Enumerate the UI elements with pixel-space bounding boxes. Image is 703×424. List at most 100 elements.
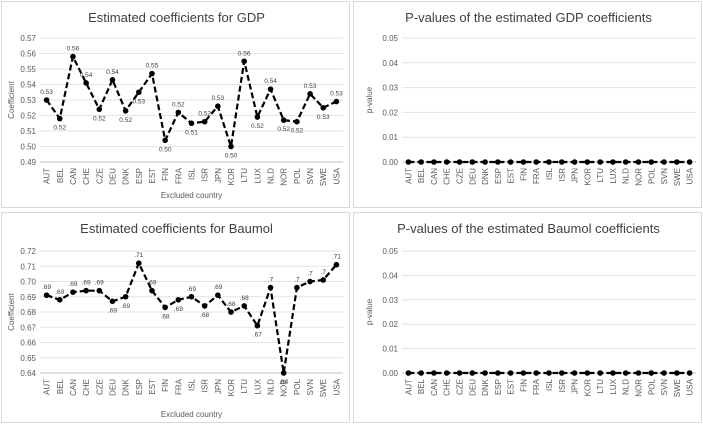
chart1-x-tick-label: JPN [571, 168, 580, 183]
chart1-x-tick-label: CHE [443, 168, 452, 185]
chart2-data-point [70, 289, 76, 295]
chart2-data-point [333, 261, 340, 268]
chart2-data-label: .69 [95, 280, 104, 287]
chart2-data-point [320, 277, 327, 283]
chart0-x-tick-label: USA [332, 167, 341, 184]
chart0-data-label: 0.50 [225, 153, 238, 160]
chart3-x-tick-label: NLD [622, 379, 631, 395]
chart0-x-tick-label: NLD [267, 168, 276, 184]
chart3-data-point [533, 370, 540, 376]
chart3-x-tick-label: FIN [519, 379, 528, 392]
chart3-x-tick-label: USA [686, 378, 695, 395]
chart0-x-tick-label: SVN [306, 168, 315, 185]
chart0-data-point [215, 103, 221, 109]
chart0-data-point [70, 53, 76, 60]
chart0-data-point [83, 80, 89, 86]
chart3-x-tick-label: BEL [417, 378, 426, 394]
chart3-data-point [507, 370, 514, 376]
chart2-x-tick-label: SVN [306, 379, 315, 396]
chart0-x-tick-label: EST [148, 168, 157, 184]
chart0-data-point [162, 137, 168, 144]
chart2-x-tick-label: USA [332, 378, 341, 395]
chart2-data-point [228, 309, 234, 315]
chart0-y-tick-label: 0.55 [20, 65, 36, 74]
chart2-data-point [267, 284, 274, 291]
chart3-data-point [661, 370, 667, 376]
chart1-y-tick-label: 0.00 [382, 158, 398, 167]
chart0-x-axis-label: Excluded country [161, 191, 222, 200]
chart3-x-tick-label: DNK [481, 378, 490, 396]
chart1-data-point [533, 159, 540, 165]
chart0-x-tick-label: FIN [161, 168, 170, 181]
chart0-y-tick-label: 0.57 [20, 34, 36, 43]
chart0-data-point [241, 58, 247, 65]
chart1-y-tick-label: 0.03 [382, 84, 398, 93]
chart3-data-point [482, 370, 488, 376]
chart2-data-label: .69 [55, 289, 64, 296]
chart2-y-tick-label: 0.66 [20, 339, 36, 348]
chart1-data-point [495, 159, 501, 165]
chart3-x-tick-label: ISR [558, 379, 567, 393]
chart3-data-point [443, 370, 450, 376]
chart1-data-point [546, 159, 552, 165]
chart0-data-point [96, 106, 103, 113]
chart2-x-tick-label: JPN [214, 379, 223, 394]
chart0-x-tick-label: ESP [135, 168, 144, 184]
chart2-x-tick-label: DNK [122, 378, 131, 396]
chart3-data-point [648, 370, 655, 376]
chart2-x-tick-label: SWE [319, 379, 328, 397]
chart2-data-point [162, 304, 168, 311]
chart2-title: Estimated coefficients for Baumol [80, 221, 273, 236]
chart1-data-point [405, 159, 412, 165]
chart2-data-label: .7 [307, 271, 313, 278]
chart3-x-tick-label: SVN [660, 379, 669, 396]
chart3-data-point [405, 370, 412, 376]
chart1-data-point [648, 159, 655, 165]
chart0-x-tick-label: LTU [240, 168, 249, 183]
chart1-data-point [482, 159, 488, 165]
chart3-data-point [584, 370, 591, 376]
baumol-coefficients-chart: Estimated coefficients for Baumol 0.64 0.6… [7, 221, 343, 419]
chart0-y-tick-label: 0.53 [20, 96, 36, 105]
chart2-x-tick-label: CHE [82, 379, 91, 396]
chart0-y-tick-label: 0.51 [20, 127, 36, 136]
chart2-data-label: .69 [121, 303, 130, 310]
chart0-data-point [56, 115, 63, 122]
chart0-data-point [136, 89, 142, 96]
chart2-y-tick-label: 0.67 [20, 323, 36, 332]
chart2-data-label: .71 [134, 252, 143, 259]
gdp-coefficients-panel: Estimated coefficients for GDP 0.49 0.50 0.… [1, 1, 350, 208]
chart3-title: P-values of the estimated Baumol coeffic… [397, 221, 660, 236]
chart3-y-tick-label: 0.01 [382, 345, 398, 354]
chart0-data-label: 0.52 [291, 128, 304, 135]
chart3-data-point [571, 370, 578, 376]
chart1-x-tick-label: LUX [609, 167, 618, 183]
chart3-x-tick-label: CZE [456, 379, 465, 395]
chart1-data-point [558, 159, 565, 165]
chart0-data-point [188, 120, 195, 127]
gdp-coefficients-chart: Estimated coefficients for GDP 0.49 0.50 0.… [7, 10, 343, 200]
chart0-data-point [43, 97, 50, 103]
chart1-x-tick-label: NLD [622, 168, 631, 184]
chart1-x-tick-label: FIN [519, 168, 528, 181]
chart1-data-point [418, 159, 424, 165]
chart0-data-label: 0.52 [172, 101, 185, 108]
chart1-title: P-values of the estimated GDP coefficien… [405, 10, 652, 25]
chart3-y-tick-label: 0.05 [382, 247, 398, 256]
chart2-x-tick-label: ESP [135, 379, 144, 395]
chart3-data-point [635, 370, 642, 376]
chart1-y-tick-label: 0.01 [382, 133, 398, 142]
chart1-x-tick-label: CZE [456, 168, 465, 184]
chart0-data-label: 0.54 [80, 72, 93, 79]
chart3-data-point [469, 370, 476, 376]
chart2-data-label: .71 [332, 254, 341, 261]
chart0-data-label: 0.54 [106, 69, 119, 76]
chart2-data-label: .69 [187, 286, 196, 293]
chart0-data-point [307, 91, 313, 97]
chart2-data-label: .64 [279, 379, 288, 386]
chart3-x-tick-label: EST [507, 379, 516, 395]
chart0-x-tick-label: POL [293, 167, 302, 184]
chart1-data-point [686, 159, 693, 165]
chart0-x-tick-label: AUT [43, 168, 52, 184]
chart2-data-point [294, 284, 300, 291]
